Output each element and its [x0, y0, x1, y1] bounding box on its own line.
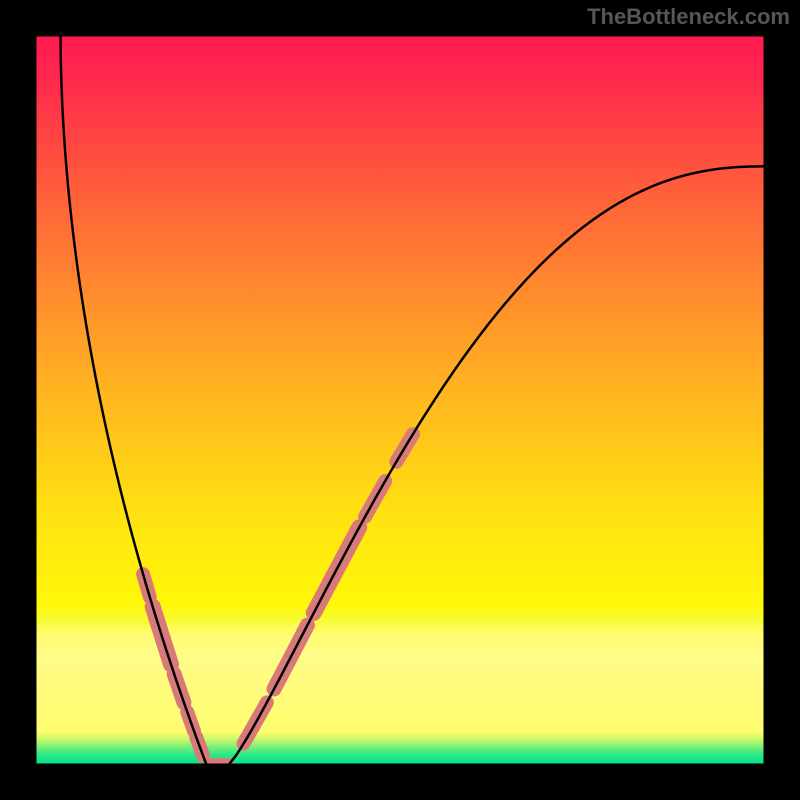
watermark-text: TheBottleneck.com [587, 4, 790, 30]
chart-container: TheBottleneck.com [0, 0, 800, 800]
gradient-background [35, 35, 765, 765]
chart-svg [0, 0, 800, 800]
